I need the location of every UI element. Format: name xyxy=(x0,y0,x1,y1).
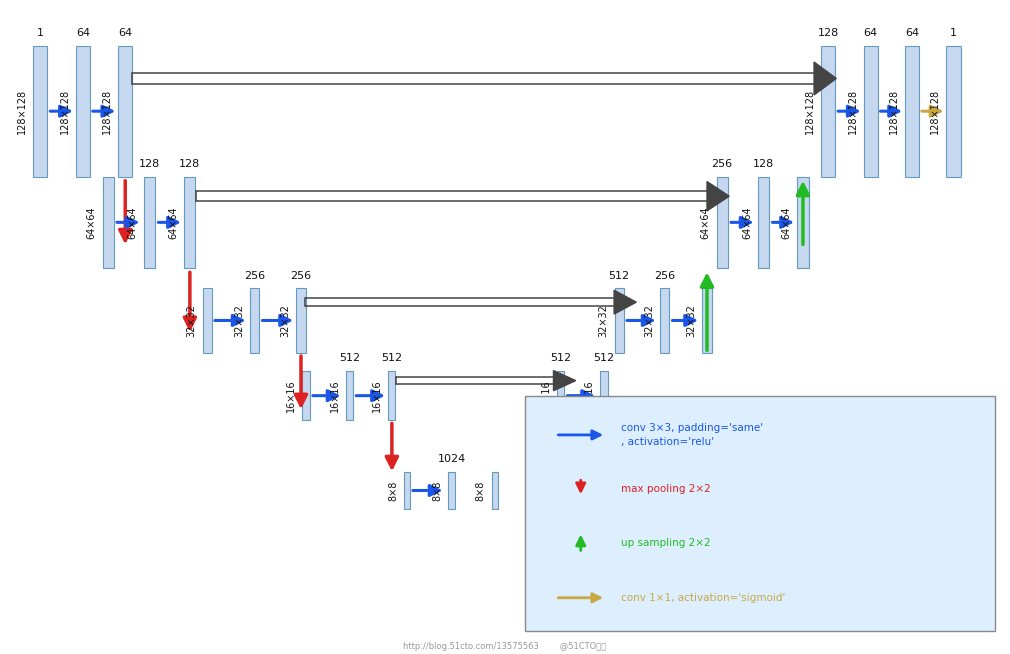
Text: 32×32: 32×32 xyxy=(234,304,244,337)
Text: 64×64: 64×64 xyxy=(128,206,137,239)
Text: 16×16: 16×16 xyxy=(287,379,297,412)
Text: 128×128: 128×128 xyxy=(847,89,857,133)
Text: 128×128: 128×128 xyxy=(805,89,815,133)
Bar xyxy=(821,46,835,177)
Bar xyxy=(703,288,712,353)
Bar xyxy=(448,472,454,509)
Text: 32×32: 32×32 xyxy=(281,304,291,337)
Text: 16×16: 16×16 xyxy=(541,379,551,412)
Text: 512: 512 xyxy=(550,353,571,363)
Text: 256: 256 xyxy=(244,271,265,281)
Text: 128: 128 xyxy=(138,159,161,169)
Bar xyxy=(250,288,259,353)
Text: conv 1×1, activation='sigmoid': conv 1×1, activation='sigmoid' xyxy=(621,593,786,603)
Bar xyxy=(33,46,47,177)
Text: 64×64: 64×64 xyxy=(742,206,751,239)
Bar xyxy=(303,371,309,420)
Text: 64×64: 64×64 xyxy=(782,206,792,239)
Text: 32×32: 32×32 xyxy=(187,304,196,337)
Text: 512: 512 xyxy=(609,271,629,281)
Text: 512: 512 xyxy=(339,353,360,363)
Text: 32×32: 32×32 xyxy=(644,304,654,337)
Bar xyxy=(946,46,961,177)
Text: 32×32: 32×32 xyxy=(599,304,609,337)
Polygon shape xyxy=(614,290,636,314)
Text: 64: 64 xyxy=(118,28,132,38)
Text: 128: 128 xyxy=(752,159,775,169)
Text: max pooling 2×2: max pooling 2×2 xyxy=(621,484,711,494)
Text: 8×8: 8×8 xyxy=(476,480,486,501)
Polygon shape xyxy=(814,62,836,95)
Text: 512: 512 xyxy=(594,353,614,363)
Bar xyxy=(798,177,809,268)
Text: 128×128: 128×128 xyxy=(17,89,27,133)
Bar xyxy=(759,177,770,268)
Text: 64: 64 xyxy=(864,28,878,38)
Text: 256: 256 xyxy=(291,271,311,281)
Text: 8×8: 8×8 xyxy=(432,480,442,501)
Bar xyxy=(492,472,498,509)
Text: 64×64: 64×64 xyxy=(701,206,711,239)
Bar xyxy=(297,288,306,353)
Polygon shape xyxy=(707,182,729,211)
Text: 8×8: 8×8 xyxy=(388,480,398,501)
Text: 128×128: 128×128 xyxy=(930,89,940,133)
Bar xyxy=(614,288,624,353)
Text: conv 3×3, padding='same'
, activation='relu': conv 3×3, padding='same' , activation='r… xyxy=(621,423,764,447)
Bar xyxy=(600,371,608,420)
Bar xyxy=(864,46,878,177)
Text: 128×128: 128×128 xyxy=(889,89,899,133)
Bar xyxy=(905,46,919,177)
Bar xyxy=(202,288,212,353)
Text: 128×128: 128×128 xyxy=(60,89,70,133)
Text: http://blog.51cto.com/13575563        @51CTO博客: http://blog.51cto.com/13575563 @51CTO博客 xyxy=(403,642,607,651)
Text: 64×64: 64×64 xyxy=(169,206,178,239)
Polygon shape xyxy=(553,371,576,390)
Text: 512: 512 xyxy=(382,353,402,363)
Bar xyxy=(103,177,113,268)
FancyBboxPatch shape xyxy=(525,396,995,631)
Text: 128: 128 xyxy=(817,28,839,38)
Text: 256: 256 xyxy=(712,159,732,169)
Text: 128: 128 xyxy=(179,159,201,169)
Bar xyxy=(184,177,196,268)
Text: 1: 1 xyxy=(950,28,956,38)
Text: 1024: 1024 xyxy=(437,455,466,464)
Text: 128×128: 128×128 xyxy=(102,89,112,133)
Bar xyxy=(118,46,132,177)
Text: 64: 64 xyxy=(76,28,90,38)
Text: up sampling 2×2: up sampling 2×2 xyxy=(621,538,711,549)
Bar xyxy=(661,288,670,353)
Bar xyxy=(388,371,396,420)
Text: 256: 256 xyxy=(654,271,675,281)
Bar xyxy=(345,371,353,420)
Text: 16×16: 16×16 xyxy=(373,379,382,412)
Text: 16×16: 16×16 xyxy=(585,379,594,412)
Bar xyxy=(76,46,90,177)
Text: 64: 64 xyxy=(905,28,919,38)
Bar xyxy=(143,177,156,268)
Bar xyxy=(717,177,727,268)
Text: 32×32: 32×32 xyxy=(687,304,697,337)
Text: 1: 1 xyxy=(37,28,43,38)
Text: 16×16: 16×16 xyxy=(330,379,339,412)
Bar xyxy=(404,472,410,509)
Text: 64×64: 64×64 xyxy=(87,206,96,239)
Bar xyxy=(558,371,565,420)
